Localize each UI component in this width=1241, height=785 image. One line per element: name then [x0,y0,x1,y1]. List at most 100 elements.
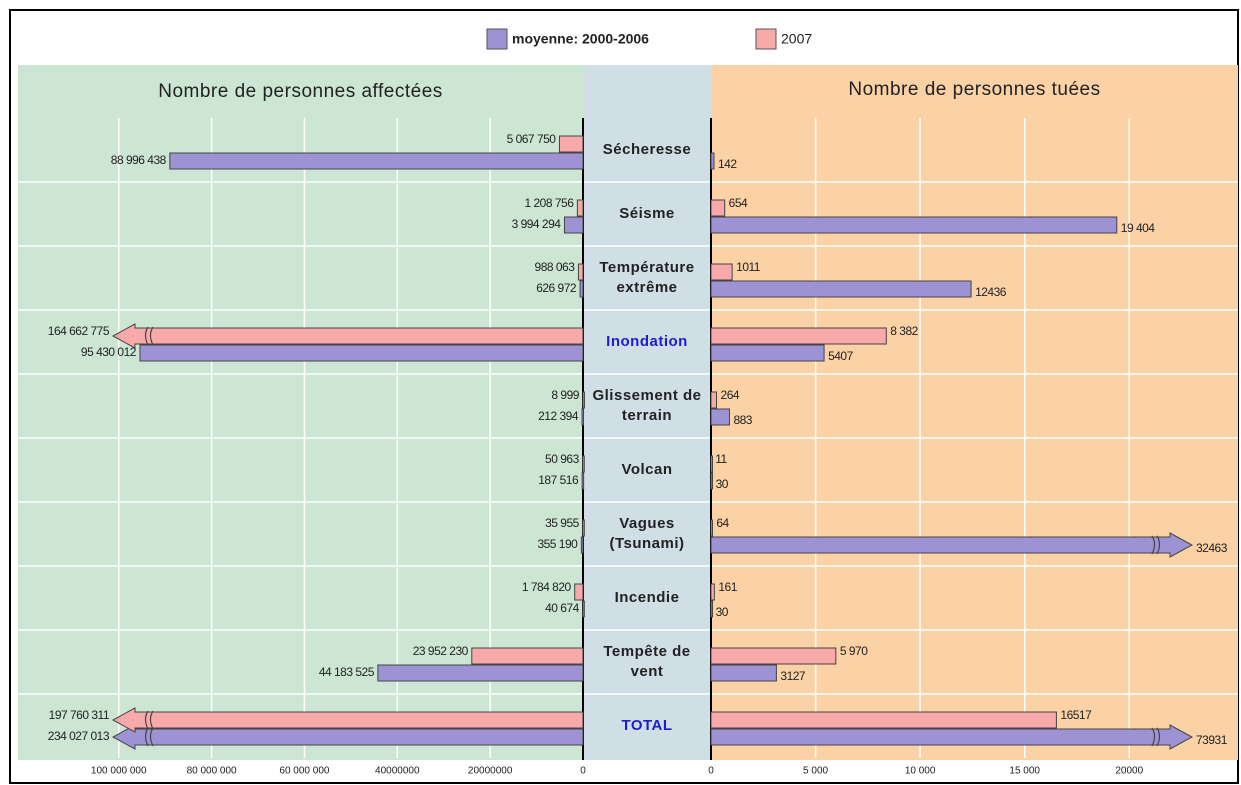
bar [710,152,715,170]
left-title: Nombre de personnes affectées [158,81,443,102]
category-label: Volcan [621,461,673,478]
bar [111,724,584,750]
bar [710,344,825,362]
value-label: 164 662 775 [48,324,110,338]
value-label: 16517 [1060,708,1092,722]
legend-label: 2007 [781,31,812,47]
category-label: Incendie [614,589,680,606]
value-label: 161 [718,580,737,594]
bar [710,327,887,345]
category-label: Sécheresse [602,141,692,158]
value-label: 1 208 756 [524,196,574,210]
left-panel [18,65,583,760]
value-label: 5 067 750 [507,132,557,146]
bar [377,664,584,682]
bar [576,199,584,217]
bar [582,519,585,537]
bar [710,216,1118,234]
value-label: 73931 [1196,733,1228,747]
x-tick-label: 20000000 [468,766,513,777]
value-label: 50 963 [545,452,580,466]
value-label: 212 394 [538,409,579,423]
legend-label: moyenne: 2000-2006 [512,31,649,47]
x-tick-label: 100 000 000 [91,766,147,777]
x-tick-label: 10 000 [905,766,936,777]
value-label: 32463 [1196,541,1228,555]
break-mark [1151,727,1161,747]
value-label: 44 183 525 [319,665,375,679]
bar [710,391,718,409]
bar [710,532,1194,558]
value-label: 23 952 230 [413,644,469,658]
bar [558,135,584,153]
bar [574,583,584,601]
bar [710,455,713,473]
x-tick-label: 0 [580,766,586,777]
bar [710,408,730,426]
bar [577,263,584,281]
break-mark [1151,535,1161,555]
value-label: 5 970 [840,644,868,658]
bar [579,280,584,298]
bar [710,263,733,281]
bar [582,455,585,473]
break-mark [144,326,154,346]
break-mark [144,710,154,730]
bar [582,600,585,618]
x-tick-label: 0 [708,766,714,777]
category-label: Tempête de vent [603,643,691,680]
bar [710,600,713,618]
x-tick-label: 80 000 000 [187,766,237,777]
value-label: 8 382 [890,324,918,338]
right-title: Nombre de personnes tuées [848,79,1100,100]
x-tick-label: 15 000 [1009,766,1040,777]
value-label: 1011 [736,260,761,274]
bar [710,664,777,682]
value-label: 88 996 438 [111,153,167,167]
category-label: Séisme [619,205,675,222]
value-label: 197 760 311 [49,708,110,722]
bar [710,711,1057,729]
legend-swatch [486,28,508,50]
value-label: 1 784 820 [522,580,572,594]
right-panel [711,65,1238,760]
bar [581,408,585,426]
value-label: 142 [718,157,737,171]
value-label: 3127 [780,669,806,683]
value-label: 264 [721,388,740,402]
bar [169,152,584,170]
bar [710,199,726,217]
value-label: 3 994 294 [512,217,562,231]
value-label: 187 516 [538,473,579,487]
value-label: 234 027 013 [48,729,110,743]
center-panel [583,65,711,760]
category-label: Température extrême [599,259,695,296]
value-label: 35 955 [545,516,580,530]
bar [581,472,585,490]
x-tick-label: 5 000 [803,766,828,777]
value-label: 988 063 [535,260,576,274]
value-label: 95 430 012 [81,345,137,359]
bar [710,724,1194,750]
value-label: 19 404 [1121,221,1156,235]
category-label: Glissement de terrain [592,387,702,424]
bar [580,536,584,554]
break-mark [144,727,154,747]
value-label: 626 972 [536,281,577,295]
value-label: 8 999 [551,388,579,402]
value-label: 30 [716,605,729,619]
bar [139,344,584,362]
bar [111,323,584,349]
category-label: Inondation [606,333,688,350]
category-label: Vagues (Tsunami) [609,515,685,552]
value-label: 5407 [828,349,854,363]
category-label: TOTAL [621,717,673,734]
value-label: 654 [729,196,748,210]
value-label: 355 190 [537,537,578,551]
x-tick-label: 40000000 [375,766,420,777]
x-tick-label: 20000 [1115,766,1143,777]
value-label: 40 674 [545,601,580,615]
bar [710,472,713,490]
